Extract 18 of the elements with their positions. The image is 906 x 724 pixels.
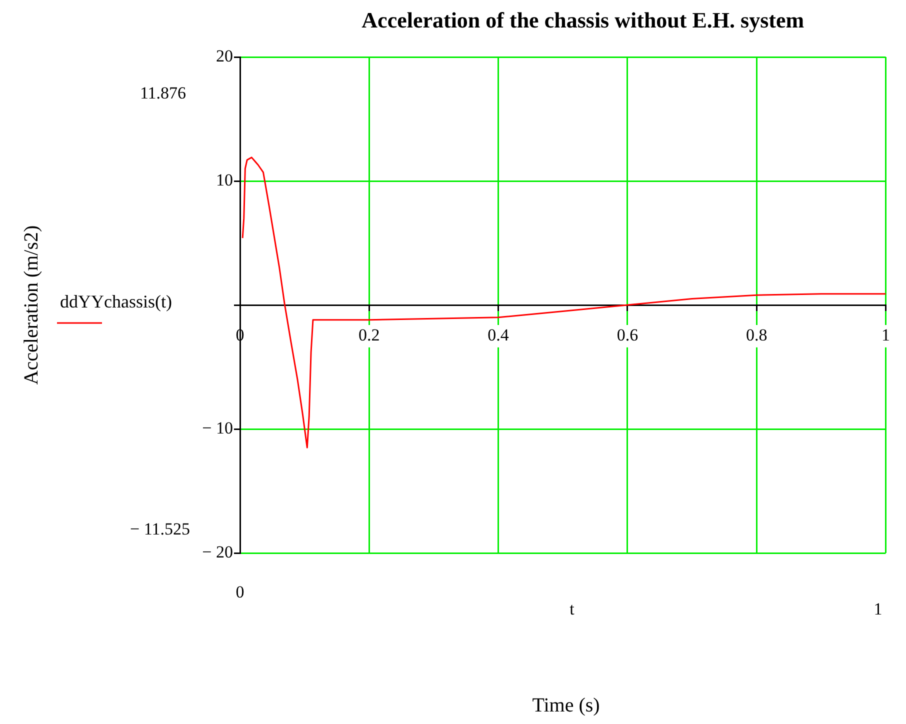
text: 11.876 xyxy=(140,83,186,102)
text: t xyxy=(570,599,575,618)
x-tick-label: 0.8 xyxy=(746,326,768,345)
text: 1 xyxy=(874,599,882,618)
x-tick-label: 0.6 xyxy=(616,326,638,345)
text: 0 xyxy=(236,582,244,602)
y-tick-label: − 10 xyxy=(202,418,233,438)
text: ddYYchassis(t) xyxy=(60,292,172,312)
text: − 11.525 xyxy=(130,519,190,538)
y-tick-label: 10 xyxy=(216,170,233,190)
chart-title: Acceleration of the chassis without E.H. system xyxy=(362,8,804,33)
y-tick-label: − 20 xyxy=(202,542,233,562)
text: Time (s) xyxy=(532,694,600,716)
y-tick-label: 20 xyxy=(216,46,233,66)
x-tick-label: 0.2 xyxy=(358,326,380,345)
x-tick-label: 0.4 xyxy=(488,326,510,345)
text: Acceleration (m/s2) xyxy=(20,225,42,385)
x-tick-label: 1 xyxy=(882,326,890,345)
